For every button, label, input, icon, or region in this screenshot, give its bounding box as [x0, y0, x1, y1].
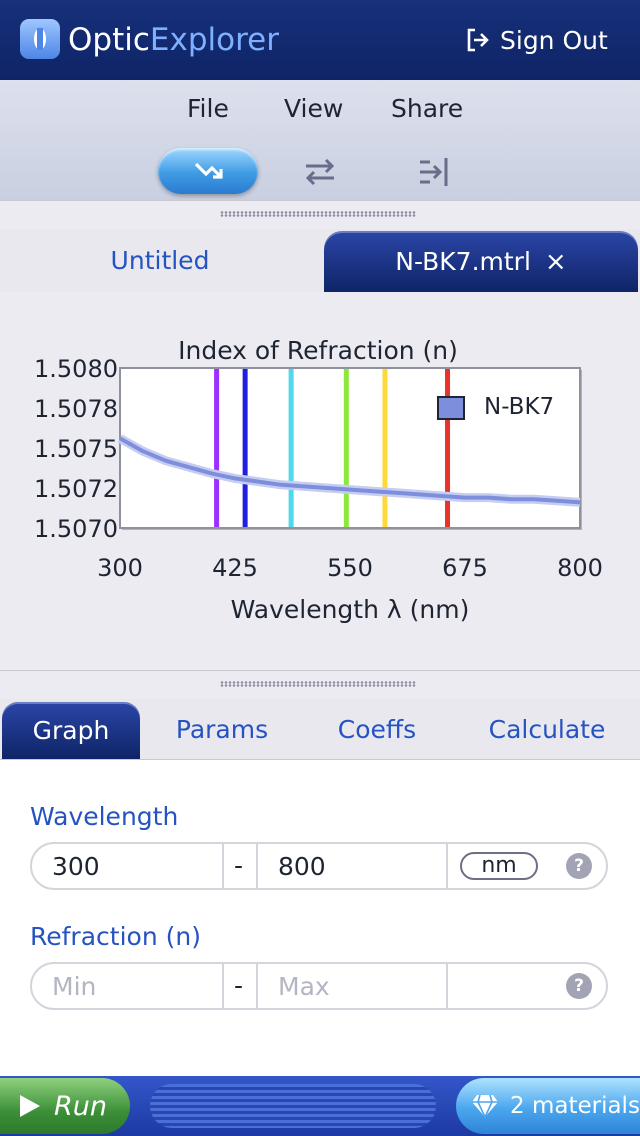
- doc-tab-nbk7[interactable]: N-BK7.mtrl ×: [324, 231, 638, 292]
- x-tick-label: 675: [442, 554, 488, 582]
- diamond-icon: [472, 1094, 498, 1119]
- tab-coeffs[interactable]: Coeffs: [304, 699, 450, 759]
- chart-panel: Index of Refraction (n) 1.5080 1.5078 1.50…: [0, 292, 640, 670]
- trend-down-icon: [194, 162, 223, 179]
- tab-graph[interactable]: Graph: [2, 702, 140, 759]
- plot-area: [119, 367, 581, 529]
- chart-title: Index of Refraction (n): [178, 336, 458, 365]
- app-title: OpticExplorer: [68, 18, 279, 62]
- y-tick-label: 1.5072: [34, 475, 118, 503]
- form-panel: [0, 760, 640, 1076]
- x-tick-label: 800: [557, 554, 603, 582]
- align-right-arrow-icon: [420, 158, 448, 186]
- run-button[interactable]: Run: [0, 1078, 130, 1134]
- range-separator: -: [234, 851, 244, 880]
- field-divider: [446, 844, 448, 888]
- middle-splitter[interactable]: [0, 670, 640, 700]
- wavelength-label: Wavelength: [30, 802, 179, 831]
- menu-view[interactable]: View: [284, 94, 344, 123]
- y-tick-label: 1.5078: [34, 395, 118, 423]
- splitter-grip: [220, 211, 416, 217]
- y-axis: 1.5080 1.5078 1.5075 1.5072 1.5070: [34, 355, 118, 543]
- tab-graph-label: Graph: [32, 716, 110, 745]
- swap-arrows-icon: [305, 158, 335, 186]
- trend-down-button[interactable]: [158, 148, 258, 194]
- field-divider: [256, 844, 258, 888]
- doc-tab-untitled-label: Untitled: [110, 246, 210, 275]
- app-header: [0, 0, 640, 80]
- progress-track: [150, 1084, 436, 1128]
- swap-button[interactable]: [298, 150, 342, 194]
- series-group: [117, 434, 581, 507]
- top-splitter[interactable]: [0, 200, 640, 230]
- x-tick-label: 550: [327, 554, 373, 582]
- toolbar: [0, 80, 640, 200]
- lens-logo-icon: [20, 19, 60, 59]
- legend-label: N-BK7: [484, 394, 554, 420]
- unit-select[interactable]: nm: [460, 852, 538, 880]
- field-divider: [446, 964, 448, 1008]
- tab-params-label: Params: [175, 714, 269, 744]
- play-icon: [20, 1095, 40, 1117]
- wavelength-range-row: - nm ?: [30, 842, 608, 890]
- field-divider: [222, 964, 224, 1008]
- refraction-max-input[interactable]: [258, 964, 446, 1008]
- doc-tab-nbk7-label: N-BK7.mtrl: [395, 247, 531, 276]
- wavelength-min-input[interactable]: [32, 844, 222, 888]
- wavelength-max-input[interactable]: [258, 844, 446, 888]
- help-icon[interactable]: ?: [566, 973, 592, 999]
- sign-out-button[interactable]: Sign Out: [464, 20, 608, 60]
- y-tick-label: 1.5075: [34, 435, 118, 463]
- range-separator: -: [234, 971, 244, 1000]
- app-title-main: Optic: [68, 22, 150, 58]
- refraction-min-input[interactable]: [32, 964, 222, 1008]
- tab-coeffs-label: Coeffs: [337, 714, 417, 744]
- close-tab-icon[interactable]: ×: [544, 246, 567, 277]
- series-line-0: [119, 436, 581, 505]
- materials-button[interactable]: 2 materials: [456, 1078, 640, 1134]
- tab-calculate-label: Calculate: [488, 714, 606, 744]
- refraction-range-row: - ?: [30, 962, 608, 1010]
- x-axis: 300 425 550 675 800: [97, 554, 603, 582]
- align-right-button[interactable]: [412, 150, 456, 194]
- y-tick-label: 1.5080: [34, 355, 118, 383]
- y-tick-label: 1.5070: [34, 515, 118, 543]
- field-divider: [256, 964, 258, 1008]
- splitter-grip: [220, 681, 416, 687]
- menu-file[interactable]: File: [187, 94, 229, 123]
- x-tick-label: 425: [212, 554, 258, 582]
- run-label: Run: [54, 1090, 107, 1122]
- menu-share[interactable]: Share: [391, 94, 464, 123]
- help-icon[interactable]: ?: [566, 853, 592, 879]
- wavelength-lines: [214, 369, 451, 527]
- tab-params[interactable]: Params: [150, 699, 294, 759]
- app-title-accent: Explorer: [149, 22, 279, 58]
- refraction-chart: Index of Refraction (n) 1.50801.50781.50…: [34, 336, 603, 624]
- sign-out-icon: [467, 28, 489, 52]
- refraction-label: Refraction (n): [30, 922, 201, 951]
- tab-calculate[interactable]: Calculate: [466, 699, 628, 759]
- sign-out-label: Sign Out: [500, 25, 608, 55]
- x-axis-label: Wavelength λ (nm): [231, 595, 470, 624]
- field-divider: [222, 844, 224, 888]
- x-tick-label: 300: [97, 554, 143, 582]
- materials-label: 2 materials: [510, 1093, 640, 1119]
- doc-tab-untitled[interactable]: Untitled: [0, 229, 320, 292]
- legend-swatch: [437, 396, 465, 420]
